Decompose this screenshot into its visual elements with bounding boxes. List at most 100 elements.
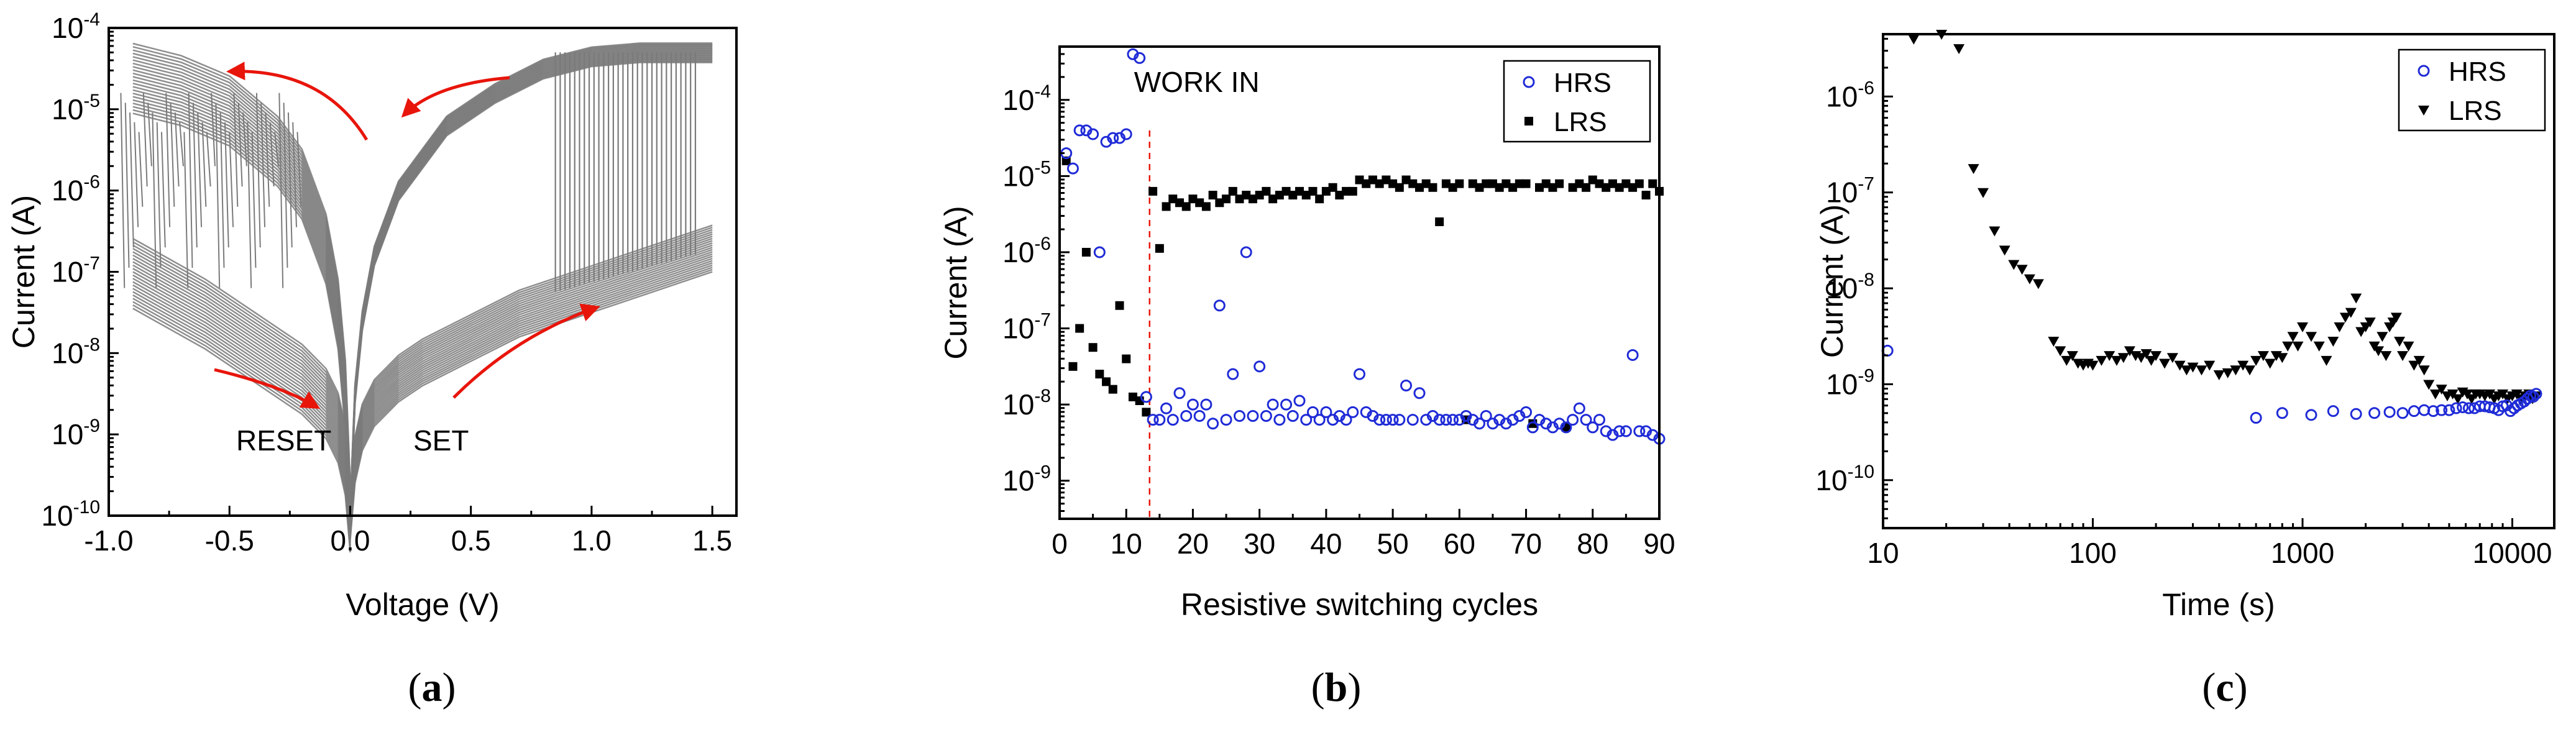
- lrs-point: [1978, 188, 1989, 198]
- panel-b-y-tick-label: 10-6: [1002, 234, 1051, 268]
- lrs-point: [2024, 274, 2035, 285]
- hrs-point: [1340, 414, 1352, 426]
- legend-lrs-label: LRS: [2449, 96, 2502, 126]
- lrs-point: [2174, 360, 2186, 371]
- reset-transition-line: [242, 112, 247, 167]
- sweep-curve: [132, 42, 351, 483]
- lrs-point: [1288, 191, 1298, 200]
- hrs-point: [1254, 360, 1266, 373]
- hrs-point: [1093, 246, 1106, 258]
- hrs-point: [1220, 414, 1232, 426]
- panel-c-legend-box: [2398, 48, 2546, 132]
- hrs-point: [1567, 414, 1579, 426]
- lrs-point: [1075, 324, 1084, 333]
- hrs-point: [1066, 162, 1079, 175]
- sweep-curve: [132, 281, 351, 526]
- lrs-point: [1262, 186, 1271, 196]
- reset-arrow-2: [214, 368, 321, 409]
- lrs-point: [1308, 186, 1318, 196]
- lrs-point: [1108, 385, 1117, 394]
- lrs-point: [1115, 301, 1124, 310]
- lrs-point: [1953, 44, 1965, 55]
- lrs-point: [2380, 351, 2392, 362]
- reset-transition-line: [215, 103, 221, 288]
- hrs-point: [1120, 128, 1132, 140]
- panel-a-iv-curves: -1.0 -0.5 0.0 0.5 1.0 1.5 10-10 10-9 10-8 10-7 10-…: [6, 9, 738, 622]
- lrs-point: [1175, 198, 1184, 208]
- set-arrow-1: [401, 76, 510, 118]
- lrs-point: [2166, 353, 2178, 363]
- hrs-point: [2462, 402, 2475, 414]
- hrs-point: [1140, 391, 1152, 403]
- lrs-point: [2213, 370, 2225, 381]
- hrs-point: [1380, 414, 1392, 426]
- lrs-point: [1468, 179, 1477, 188]
- lrs-point: [2111, 355, 2122, 366]
- lrs-point: [2403, 341, 2414, 352]
- lrs-point: [2066, 351, 2078, 362]
- panel-c-x-tick-label: 1000: [2271, 537, 2334, 569]
- reset-transition-line: [296, 132, 302, 207]
- hrs-point: [1387, 414, 1399, 426]
- reset-transition-line: [206, 132, 211, 187]
- lrs-point: [1375, 179, 1384, 188]
- sweep-curve: [349, 42, 713, 507]
- lrs-point: [1215, 198, 1224, 208]
- lrs-point: [1128, 392, 1137, 401]
- reset-transition-line: [192, 103, 198, 248]
- lrs-point: [1441, 179, 1451, 188]
- lrs-point: [2032, 279, 2044, 290]
- panel-b-x-tick-label: 80: [1577, 527, 1608, 560]
- panel-label-b: (b): [1311, 665, 1362, 710]
- lrs-point: [1095, 370, 1104, 379]
- lrs-point: [2345, 308, 2357, 318]
- hrs-point: [2443, 404, 2455, 416]
- hrs-point: [1474, 418, 1485, 430]
- panel-a-y-tick-label: 10-10: [41, 497, 100, 532]
- lrs-point: [2196, 365, 2207, 376]
- lrs-point: [1342, 186, 1351, 196]
- hrs-point: [2427, 405, 2439, 418]
- lrs-point: [2360, 322, 2372, 332]
- hrs-point: [1587, 421, 1599, 434]
- hrs-point: [1107, 132, 1119, 144]
- lrs-point: [2204, 360, 2216, 371]
- lrs-point: [2429, 389, 2441, 399]
- lrs-point: [2061, 355, 2073, 366]
- lrs-point: [2048, 336, 2060, 347]
- hrs-point: [1186, 398, 1199, 411]
- sweep-curve: [132, 274, 351, 519]
- legend-hrs-label: HRS: [2449, 57, 2506, 87]
- hrs-point: [1580, 414, 1592, 426]
- hrs-point: [2450, 402, 2462, 414]
- hrs-point: [2350, 408, 2362, 420]
- reset-transition-line: [229, 132, 234, 227]
- sweep-curve: [132, 264, 351, 509]
- panel-a-x-axis-title: Voltage (V): [346, 587, 499, 622]
- lrs-point: [1908, 34, 1920, 45]
- reset-transition-line: [274, 132, 279, 167]
- lrs-point: [1148, 186, 1158, 196]
- hrs-point: [1147, 414, 1159, 426]
- lrs-point: [2327, 336, 2339, 347]
- reset-transition-line: [160, 132, 166, 248]
- lrs-point: [2145, 355, 2157, 366]
- hrs-point: [2368, 407, 2381, 419]
- panel-a-x-tick-label: 1.0: [572, 524, 612, 557]
- lrs-point: [1508, 183, 1518, 192]
- hrs-point: [1234, 410, 1245, 422]
- sweep-curve: [132, 301, 351, 546]
- panel-b-x-tick-label: 50: [1377, 527, 1409, 560]
- hrs-point: [1087, 128, 1099, 140]
- panel-b-y-tick-label: 10-7: [1002, 310, 1051, 345]
- hrs-point: [1313, 414, 1326, 426]
- lrs-point: [1421, 179, 1431, 188]
- lrs-point: [1641, 191, 1651, 200]
- lrs-point: [1634, 179, 1644, 188]
- sweep-curve: [132, 237, 351, 483]
- lrs-point: [1582, 183, 1591, 192]
- panel-b-y-tick-label: 10-9: [1002, 462, 1051, 497]
- lrs-point: [1335, 191, 1344, 200]
- lrs-point: [2292, 341, 2304, 352]
